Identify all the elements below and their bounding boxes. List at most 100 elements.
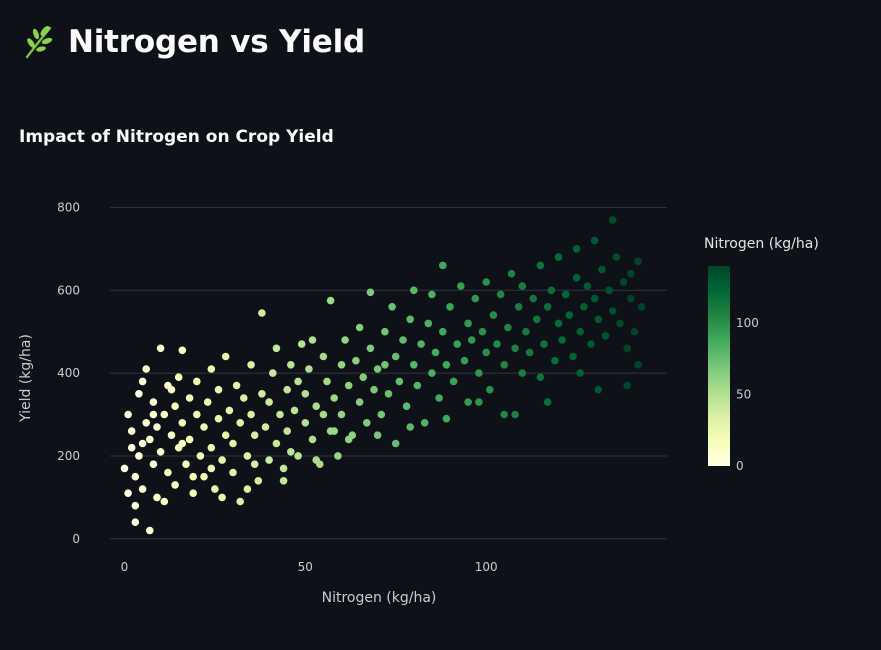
- data-point: [243, 485, 252, 493]
- data-point: [627, 269, 635, 278]
- data-point: [594, 385, 603, 394]
- data-point: [149, 460, 158, 469]
- data-point: [363, 419, 371, 427]
- data-point: [250, 431, 259, 440]
- data-point: [413, 381, 422, 390]
- data-point: [178, 346, 187, 355]
- data-point: [258, 390, 266, 398]
- data-point: [167, 385, 176, 394]
- data-point: [366, 288, 375, 297]
- data-point: [634, 257, 642, 266]
- data-point: [587, 340, 595, 348]
- data-point: [207, 443, 216, 452]
- data-point: [608, 216, 617, 224]
- data-point: [135, 390, 143, 398]
- data-point: [182, 460, 190, 469]
- data-point: [156, 344, 165, 353]
- data-point: [294, 452, 302, 460]
- data-point: [193, 410, 201, 419]
- data-point: [301, 419, 310, 427]
- data-point: [598, 265, 606, 274]
- data-point: [243, 452, 252, 460]
- colorbar-tick-label: 100: [736, 316, 759, 330]
- data-point: [265, 398, 273, 406]
- data-point: [138, 377, 147, 386]
- data-point: [337, 410, 346, 419]
- data-point: [406, 315, 415, 324]
- data-point: [554, 319, 563, 328]
- page-header: Nitrogen vs Yield: [22, 22, 365, 62]
- data-point: [381, 327, 389, 336]
- data-point: [261, 423, 270, 431]
- data-point: [580, 303, 588, 311]
- data-point: [572, 274, 581, 282]
- data-point: [193, 377, 201, 386]
- data-point: [634, 361, 642, 369]
- data-point: [272, 344, 281, 353]
- data-point: [178, 439, 187, 448]
- data-point: [439, 327, 447, 336]
- data-point: [312, 456, 321, 464]
- data-point: [366, 344, 375, 353]
- data-point: [428, 290, 436, 299]
- data-point: [399, 336, 407, 344]
- data-point: [637, 303, 646, 311]
- data-point: [294, 377, 302, 386]
- y-tick-label: 800: [57, 200, 80, 214]
- data-point: [167, 431, 176, 440]
- data-point: [590, 236, 599, 245]
- chart-title: Impact of Nitrogen on Crop Yield: [19, 127, 334, 147]
- data-point: [211, 485, 219, 493]
- data-point: [543, 398, 552, 406]
- data-point: [410, 286, 418, 295]
- data-point: [359, 373, 368, 382]
- data-point: [504, 323, 512, 332]
- y-axis: 0 200 400 600 800: [57, 200, 80, 545]
- data-point: [185, 435, 194, 444]
- data-point: [272, 439, 281, 448]
- data-point: [551, 356, 559, 365]
- data-point: [561, 290, 570, 299]
- data-point: [417, 340, 425, 348]
- data-point: [283, 385, 292, 394]
- data-point: [630, 327, 639, 336]
- data-point: [377, 410, 386, 419]
- data-point: [482, 348, 491, 357]
- x-tick-label: 50: [298, 560, 313, 574]
- data-point: [160, 497, 169, 506]
- data-point: [576, 327, 584, 336]
- data-point: [131, 518, 140, 526]
- data-point: [225, 406, 234, 415]
- data-point: [460, 356, 469, 365]
- data-point: [475, 398, 483, 406]
- data-point: [388, 303, 396, 311]
- data-point: [518, 282, 527, 290]
- data-point: [301, 390, 310, 398]
- data-point: [142, 365, 150, 373]
- data-point: [131, 472, 140, 481]
- data-point: [442, 361, 451, 369]
- data-point: [135, 452, 143, 460]
- data-point: [254, 477, 263, 485]
- colorbar-tick-label: 50: [736, 388, 751, 402]
- data-point: [355, 323, 364, 332]
- data-point: [475, 369, 483, 377]
- colorbar: [708, 266, 730, 466]
- x-tick-label: 100: [475, 560, 498, 574]
- data-point: [174, 373, 183, 382]
- data-point: [221, 431, 230, 440]
- data-point: [518, 369, 527, 377]
- data-point: [428, 369, 436, 377]
- data-point: [160, 410, 169, 419]
- data-point: [536, 261, 545, 270]
- data-points: [120, 216, 646, 535]
- data-point: [525, 348, 534, 357]
- y-tick-label: 0: [72, 532, 80, 546]
- data-point: [207, 464, 216, 473]
- data-point: [142, 419, 150, 427]
- data-point: [511, 344, 519, 353]
- data-point: [344, 435, 353, 444]
- data-point: [127, 443, 136, 452]
- data-point: [334, 452, 342, 460]
- data-point: [207, 365, 216, 373]
